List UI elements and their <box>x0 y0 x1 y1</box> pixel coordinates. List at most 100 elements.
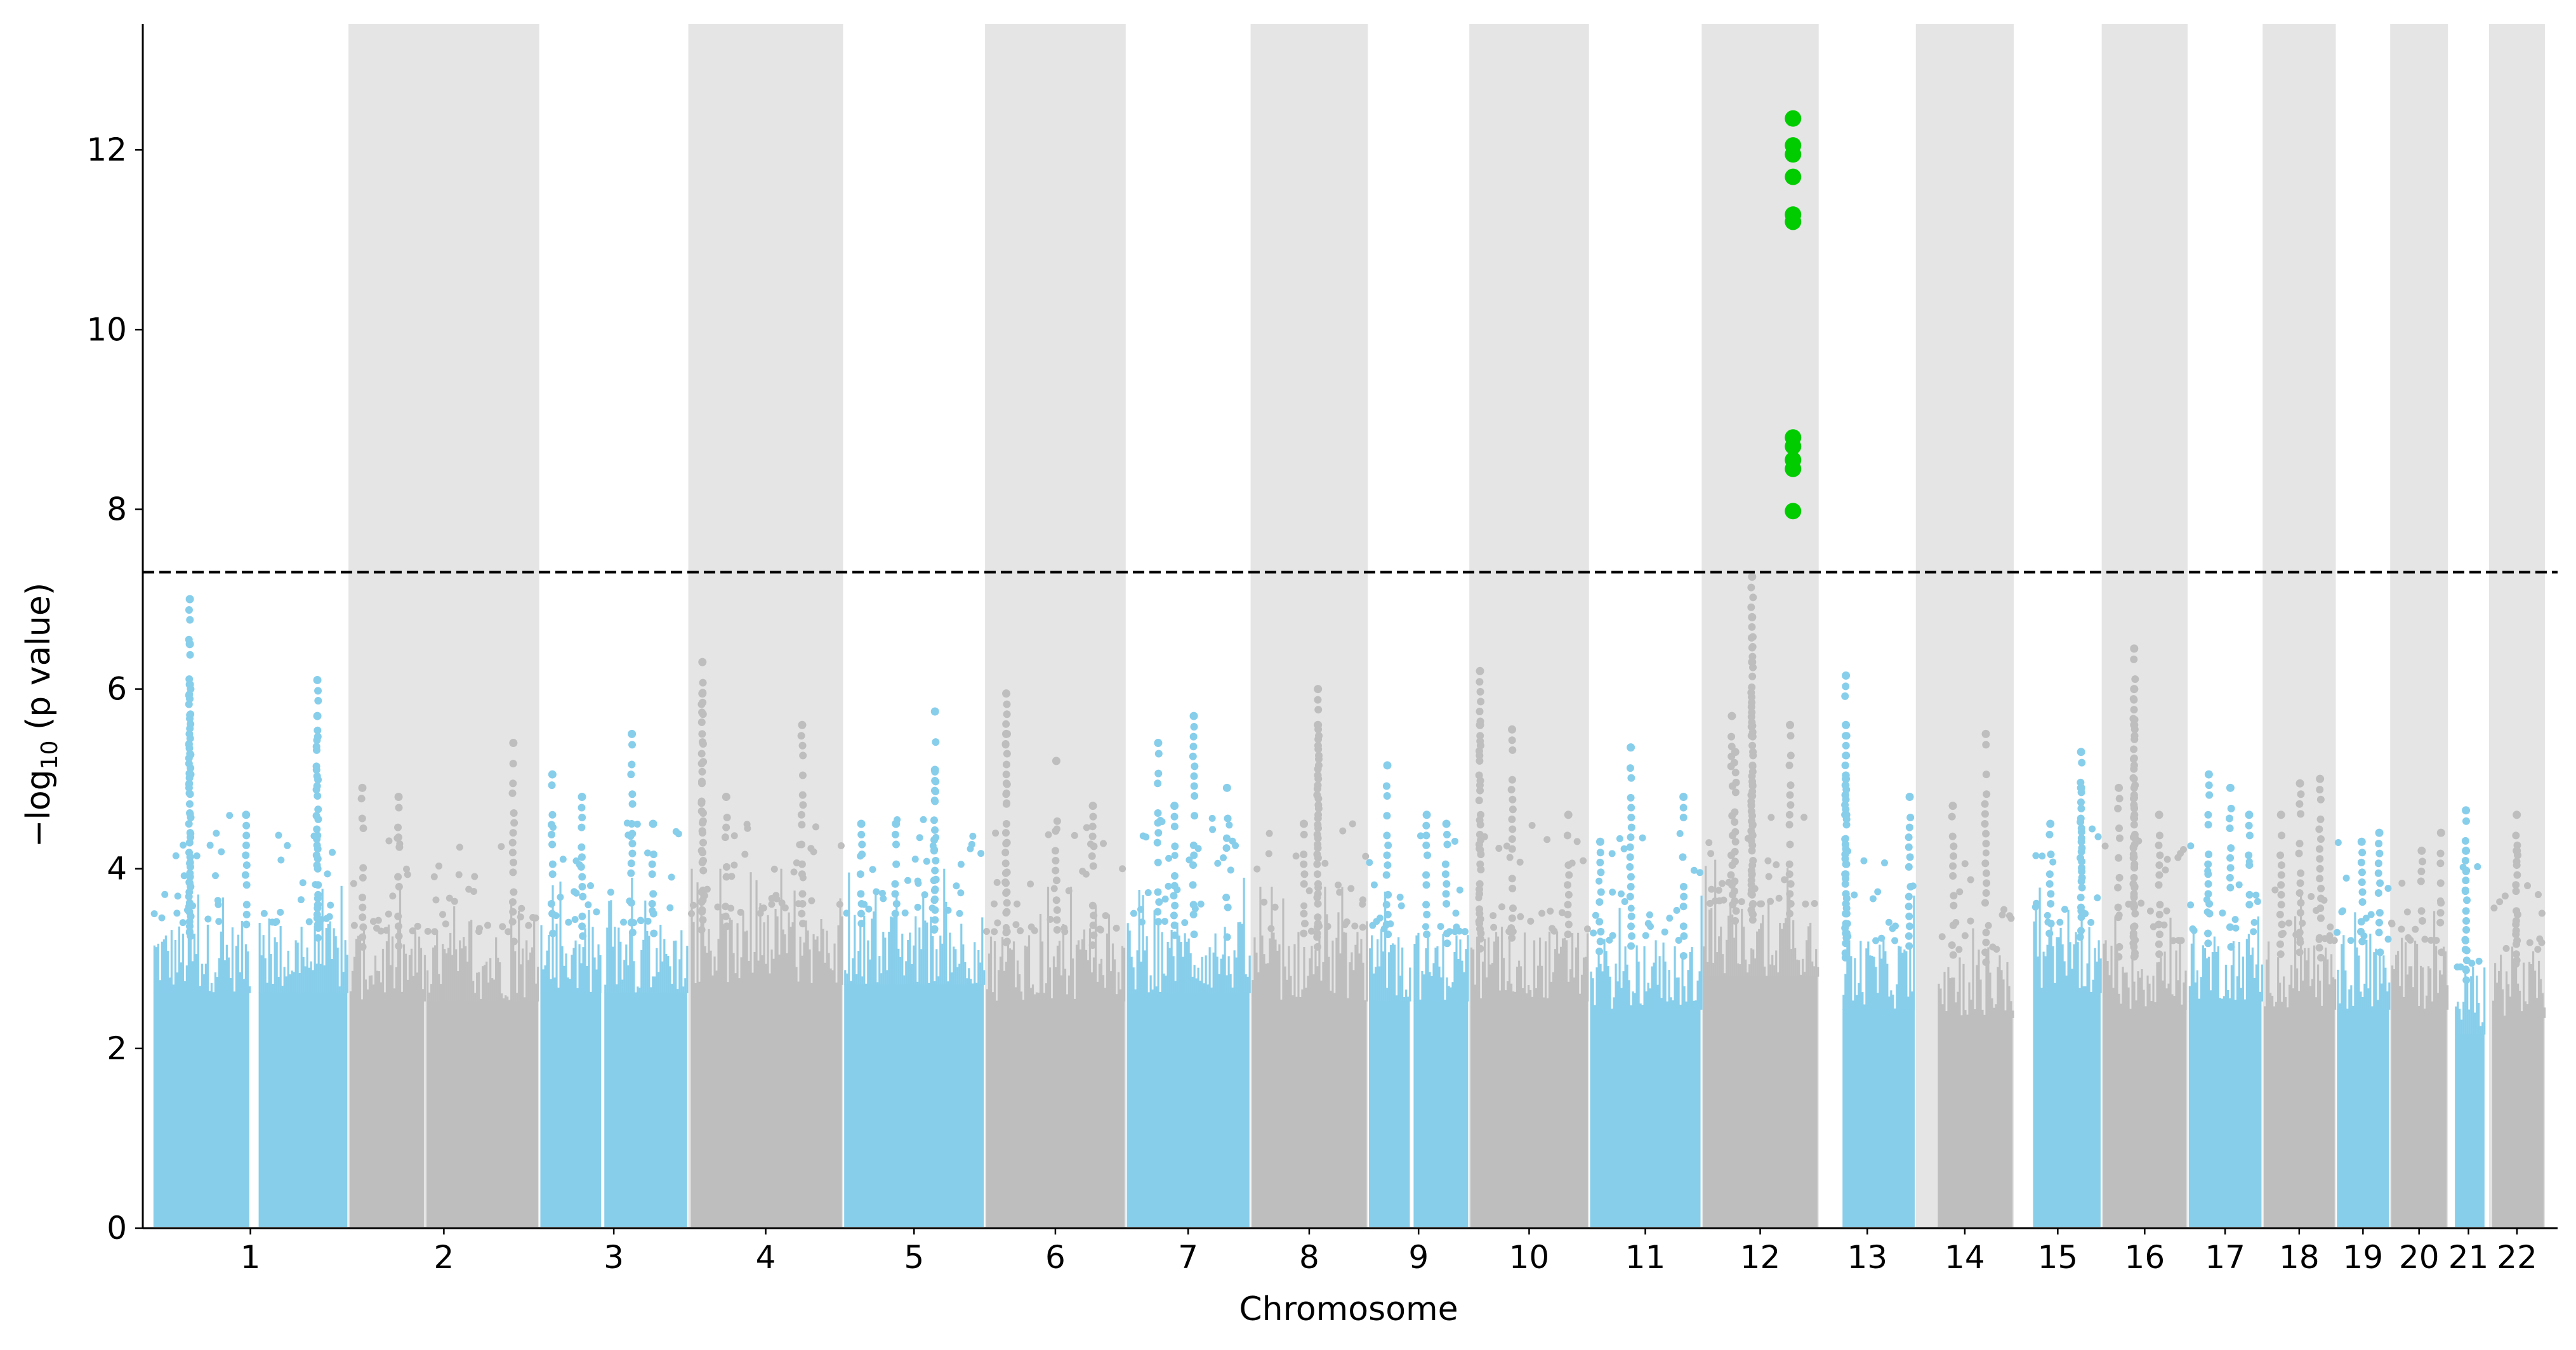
snp-column <box>2249 955 2252 1002</box>
peak-point <box>1749 856 1757 864</box>
x-tick-label-18: 18 <box>2279 1239 2320 1276</box>
snp-column <box>155 947 157 993</box>
snp-point <box>586 882 594 889</box>
snp-column <box>2175 950 2177 1010</box>
snp-column <box>710 950 712 985</box>
snp-column <box>1504 990 1507 1002</box>
peak-point <box>2296 879 2304 887</box>
snp-column <box>1767 898 1770 977</box>
peak-point <box>2297 810 2305 818</box>
snp-column <box>1259 887 1262 1002</box>
peak-point <box>798 821 806 829</box>
snp-column <box>850 981 852 985</box>
peak-point <box>1748 787 1757 795</box>
peak-point <box>1384 930 1392 939</box>
snp-column <box>947 981 949 985</box>
peak-point <box>1731 818 1739 826</box>
snp-column <box>472 981 475 1002</box>
snp-column <box>619 941 622 993</box>
snp-column <box>1582 957 1585 1002</box>
snp-column <box>1174 981 1177 993</box>
peak-point <box>1787 781 1795 790</box>
snp-point <box>2250 928 2257 936</box>
snp-column <box>340 885 343 993</box>
snp-column <box>2038 887 2041 993</box>
snp-column <box>1584 956 1587 1002</box>
peak-point <box>1154 858 1162 866</box>
snp-column <box>268 918 270 993</box>
snp-column <box>1191 976 1194 993</box>
peak-point <box>2358 868 2366 877</box>
snp-column <box>1440 977 1443 1002</box>
peak-point <box>2358 849 2367 857</box>
peak-point <box>1384 861 1392 870</box>
snp-point <box>517 913 524 921</box>
snp-column <box>1467 935 1469 1002</box>
peak-point <box>1627 793 1635 802</box>
peak-point <box>930 797 939 805</box>
snp-column <box>2440 974 2443 1010</box>
snp-point <box>921 891 928 899</box>
snp-point <box>1869 895 1877 903</box>
chromosome-points-18 <box>2264 886 2338 1227</box>
snp-point <box>383 927 390 934</box>
peak-point <box>627 859 635 868</box>
peak-point <box>1222 834 1231 842</box>
snp-column <box>995 1000 998 1002</box>
snp-column <box>2377 1000 2379 1010</box>
peak-point <box>930 707 939 716</box>
snp-column <box>1578 993 1582 1002</box>
peak-point <box>2376 879 2384 887</box>
snp-point <box>1321 859 1329 867</box>
peak-point <box>2129 923 2137 931</box>
snp-column <box>2429 968 2432 1010</box>
peak-point <box>1748 623 1756 631</box>
peak-point <box>1476 811 1484 819</box>
snp-point <box>2061 906 2068 913</box>
peak-point <box>1384 910 1392 918</box>
snp-point <box>2526 939 2533 946</box>
snp-column <box>434 945 437 1002</box>
peak-point <box>628 800 637 808</box>
snp-point <box>1139 918 1146 926</box>
snp-column <box>1981 1009 1984 1018</box>
peak-point <box>1423 851 1432 859</box>
peak-point <box>395 883 403 891</box>
snp-column <box>1311 946 1313 1002</box>
peak-point <box>1595 898 1604 906</box>
snp-column <box>1064 969 1067 1002</box>
peak-point <box>1748 817 1756 825</box>
peak-point <box>2374 869 2382 877</box>
snp-point <box>305 918 313 925</box>
peak-point <box>930 846 939 854</box>
snp-column <box>1681 956 1684 1010</box>
snp-column <box>1058 941 1061 1002</box>
peak-point <box>856 870 864 878</box>
snp-column <box>244 944 247 993</box>
snp-column <box>1502 958 1505 1002</box>
snp-column <box>1674 946 1676 1010</box>
snp-column <box>1203 983 1205 993</box>
snp-column <box>444 949 446 1002</box>
peak-point <box>1842 751 1850 760</box>
snp-point <box>2163 856 2171 863</box>
significant-point <box>1785 460 1802 477</box>
peak-point <box>798 920 807 928</box>
snp-column <box>1216 956 1219 993</box>
peak-point <box>1382 782 1390 790</box>
peak-point <box>1382 871 1390 879</box>
chromosome-points-11 <box>1590 830 1704 1227</box>
snp-column <box>1771 955 1774 977</box>
peak-point <box>186 790 194 798</box>
snp-column <box>1481 962 1484 1002</box>
snp-point <box>1982 849 1990 857</box>
snp-point <box>1456 886 1463 894</box>
snp-column <box>810 983 813 985</box>
snp-column <box>943 868 946 985</box>
snp-point <box>1260 898 1268 906</box>
peak-point <box>508 789 517 797</box>
snp-column <box>1128 930 1131 993</box>
snp-column <box>421 989 425 1002</box>
snp-column <box>2344 970 2347 1010</box>
peak-point <box>1509 825 1517 833</box>
